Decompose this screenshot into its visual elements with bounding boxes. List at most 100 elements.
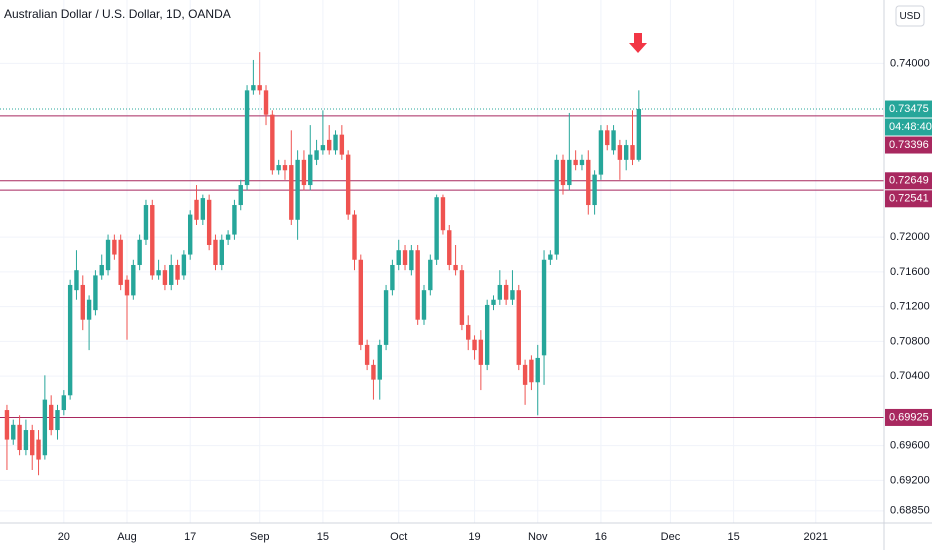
candle-body [187,214,193,255]
candle-body [560,159,566,186]
y-tick-label: 0.71200 [890,301,930,313]
level-label: 0.69925 [889,411,929,423]
candle-body [611,130,616,151]
candle-body [327,139,332,151]
y-tick-label: 0.72000 [890,231,930,243]
candle-body [358,259,364,345]
candle-body [124,279,130,296]
level-label: 0.73396 [889,139,929,151]
candle-body [573,159,578,166]
candle-body [301,159,307,186]
candle-body [497,284,503,300]
candle-body [105,239,111,271]
candle-body [61,395,67,411]
candle-body [364,344,370,365]
candle-body [617,145,623,160]
y-tick-label: 0.68850 [890,505,930,517]
candle-body [314,150,319,160]
candle-body [522,364,528,385]
candle-body [219,239,224,265]
candle-body [516,290,521,365]
x-tick-label: Sep [250,531,270,543]
candle-body [263,90,269,115]
candle-body [23,430,29,451]
candle-body [409,250,414,271]
level-label: 0.72541 [889,193,929,205]
y-tick-label: 0.70800 [890,335,930,347]
x-tick-label: 19 [468,531,480,543]
candle-body [181,254,187,276]
candle-body [42,399,48,456]
candles [4,52,642,476]
candle-body [586,159,591,206]
level-label-box [885,190,932,208]
candle-body [238,185,243,206]
level-label-box [885,172,932,190]
x-tick-label: 15 [317,531,329,543]
candle-body [466,324,471,340]
candle-body [428,259,433,291]
candle-body [17,424,22,451]
currency-label[interactable]: USD [899,11,920,22]
candle-body [333,134,338,151]
level-label: 0.72649 [889,175,929,187]
candle-body [257,85,262,91]
last-price-label-box [885,100,932,118]
candle-body [118,239,123,285]
y-tick-label: 0.69200 [890,474,930,486]
candle-body [67,284,73,396]
y-tick-label: 0.74000 [890,57,930,69]
candle-body [93,275,98,311]
candle-body [200,198,206,220]
candle-body [30,430,35,456]
candle-body [137,239,142,265]
x-tick-label: 2021 [804,531,828,543]
candle-body [80,284,85,320]
x-tick-label: Dec [661,531,681,543]
candle-body [447,230,452,265]
down-arrow-annotation [629,33,647,53]
x-tick-label: Aug [117,531,137,543]
candle-body [206,199,212,245]
candle-body [478,339,484,365]
candle-body [11,424,16,440]
candle-body [282,165,288,171]
x-tick-label: 20 [58,531,70,543]
candle-body [402,250,408,265]
candle-body [440,197,446,231]
candle-body [86,299,92,320]
currency-button[interactable] [895,5,925,27]
candle-body [320,145,326,151]
candle-body [491,299,496,305]
candle-body [143,205,149,240]
candle-body [453,264,458,271]
candle-body [554,159,559,255]
candle-body [459,270,465,325]
candle-body [308,154,313,186]
chart-title: Australian Dollar / U.S. Dollar, 1D, OAN… [4,7,231,21]
countdown-label: 04:48:40 [889,121,932,133]
candle-body [598,130,604,175]
candle-body [484,304,490,365]
candle-body [541,259,547,356]
candle-body [352,214,357,260]
y-tick-label: 0.69600 [890,440,930,452]
candle-body [99,264,104,276]
candle-body [169,264,174,285]
candle-body [377,344,382,380]
candle-body [383,290,389,345]
candle-body [636,109,642,160]
candle-body [295,159,300,220]
x-tick-label: 16 [595,531,607,543]
candle-body [55,410,60,431]
candle-body [131,264,136,296]
candle-body [175,264,180,280]
candle-body [371,364,376,380]
candle-body [623,145,629,160]
candle-body [415,250,420,320]
candle-body [270,114,275,171]
level-label-box [885,408,932,426]
